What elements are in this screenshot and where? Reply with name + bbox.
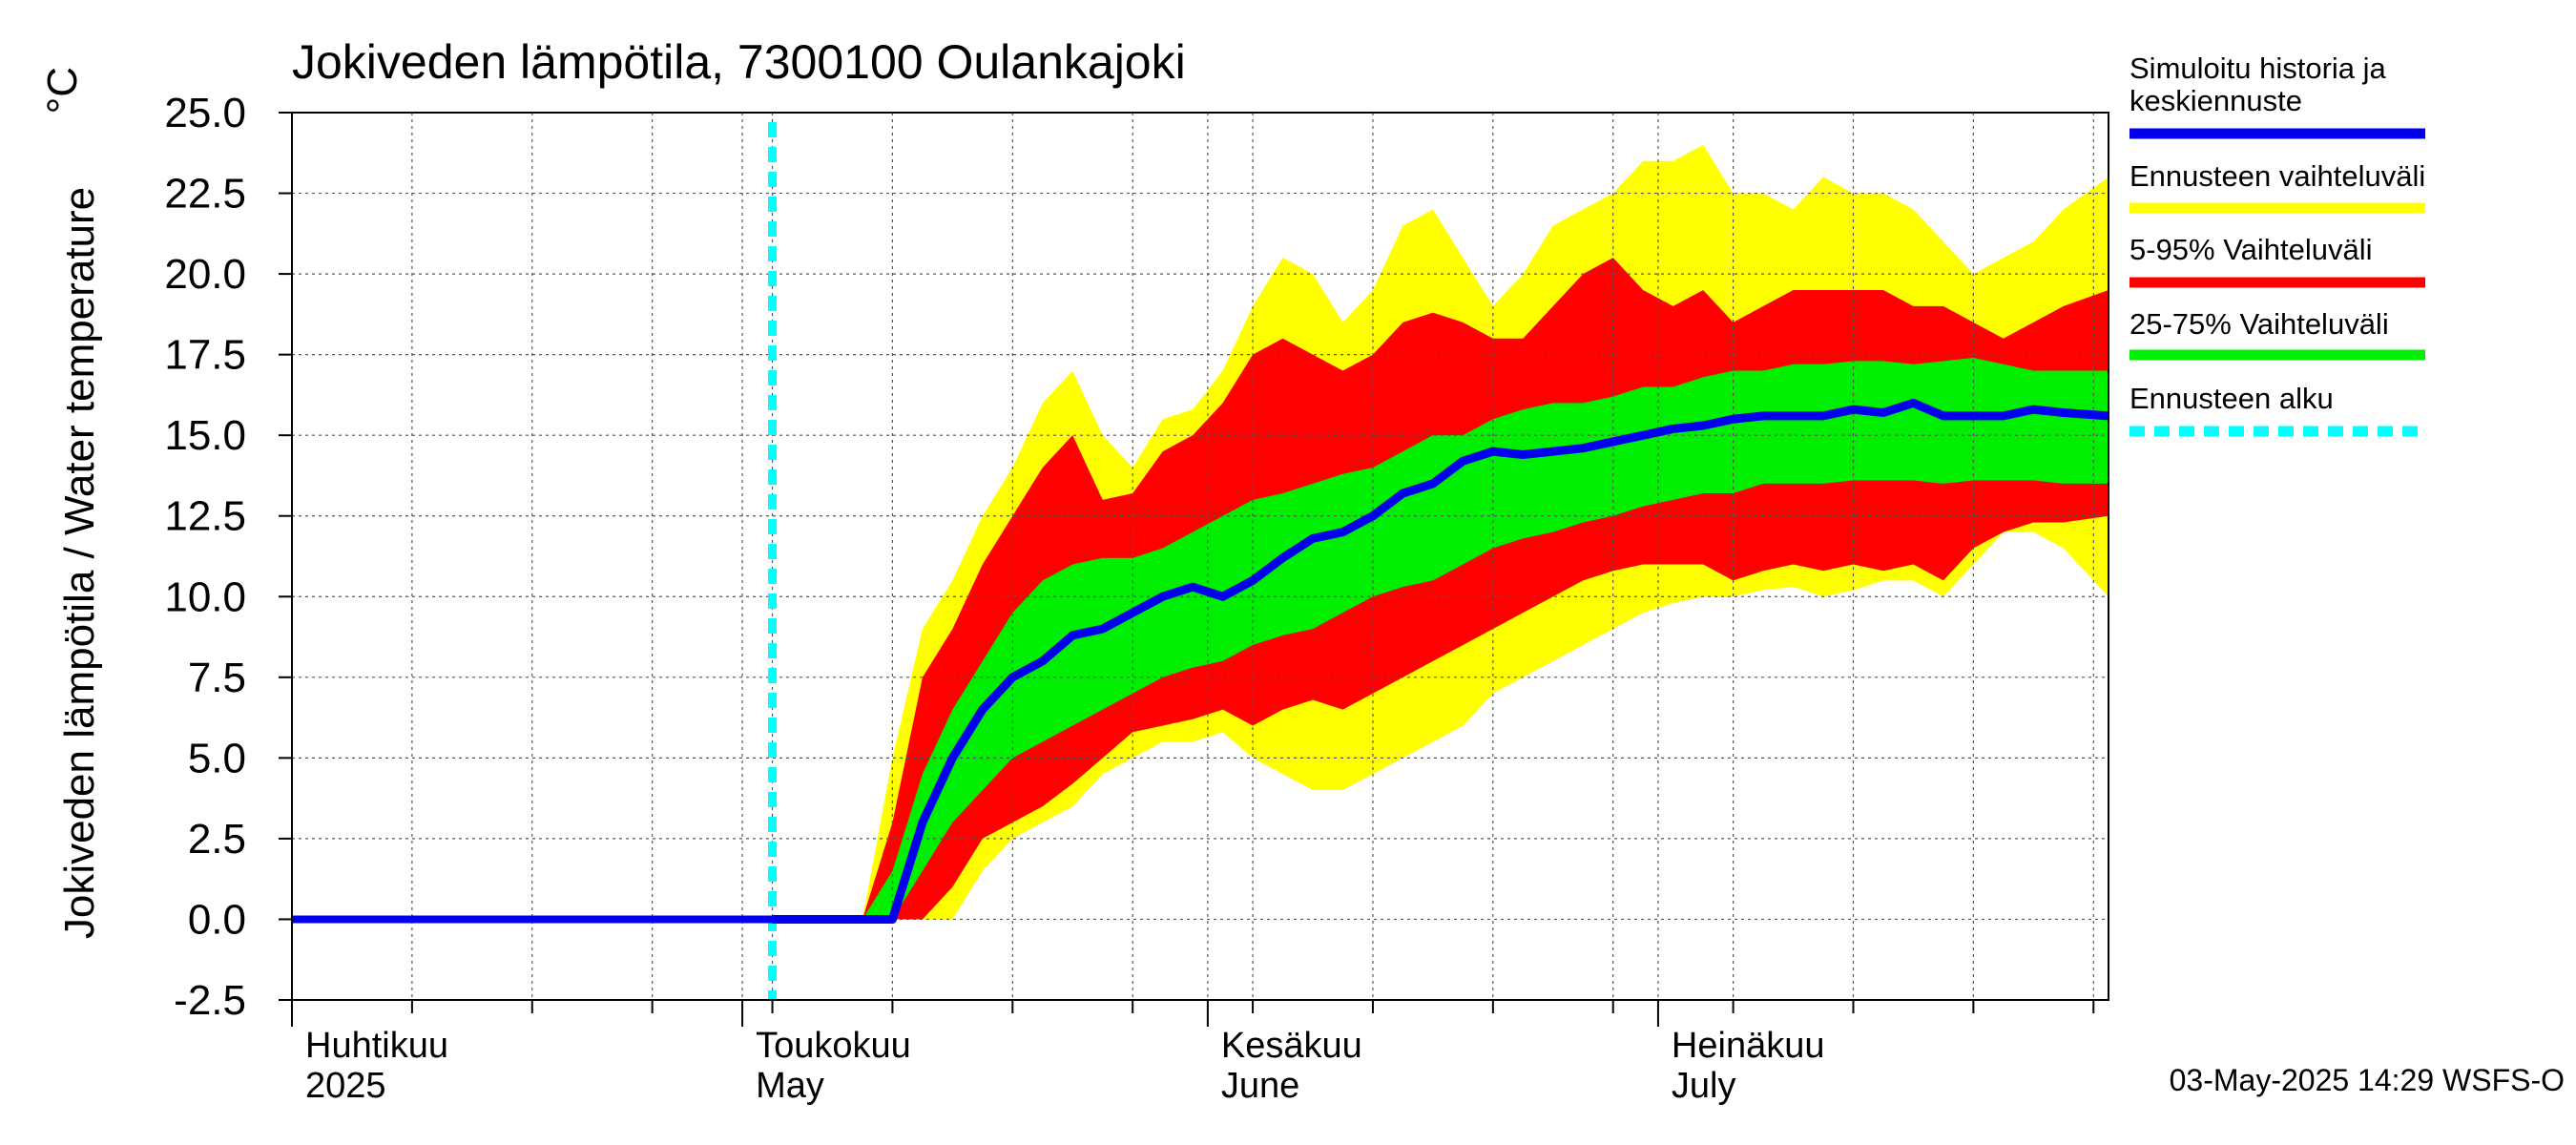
median-line	[772, 398, 2109, 924]
forecast-bands	[772, 144, 2109, 920]
y-tick-label: 17.5	[164, 332, 246, 379]
legend-label: Ennusteen alku	[2129, 382, 2334, 415]
y-tick-label: 25.0	[164, 90, 246, 136]
y-tick-label: 12.5	[164, 493, 246, 540]
legend-label: Ennusteen vaihteluväli	[2129, 159, 2425, 193]
legend-label: 5-95% Vaihteluväli	[2129, 233, 2372, 266]
series	[292, 122, 2109, 1000]
y-tick-label: 0.0	[188, 896, 246, 943]
plot-frame	[291, 112, 2109, 1001]
y-tick-label: 5.0	[188, 735, 246, 781]
x-month-sublabel: 2025	[305, 1066, 386, 1106]
y-tick-label: 22.5	[164, 171, 246, 218]
y-tick-label: 10.0	[164, 573, 246, 620]
footer-timestamp: 03-May-2025 14:29 WSFS-O	[2170, 1063, 2565, 1097]
x-month-sublabel: May	[756, 1066, 824, 1106]
x-month-label: Heinäkuu	[1672, 1026, 1825, 1066]
axes: -2.5 0.0 2.5 5.0 7.5 10.0 12.5 15.0 17.5 20.0 22.5…	[164, 90, 2109, 1106]
chart-title: Jokiveden lämpötila, 7300100 Oulankajoki	[292, 35, 1186, 89]
y-tick-label: 2.5	[188, 816, 246, 863]
y-tick-label: 7.5	[188, 655, 246, 701]
legend-label: Simuloitu historia ja	[2129, 52, 2387, 85]
y-tick-label: 20.0	[164, 251, 246, 298]
y-axis-label: Jokiveden lämpötila / Water temperature	[56, 187, 103, 939]
x-month-sublabel: June	[1221, 1066, 1299, 1106]
legend-label: keskiennuste	[2129, 84, 2302, 117]
y-tick-label: -2.5	[174, 977, 246, 1024]
x-month-label: Huhtikuu	[305, 1026, 448, 1066]
x-month-sublabel: July	[1672, 1066, 1736, 1106]
x-month-label: Kesäkuu	[1221, 1026, 1362, 1066]
x-month-label: Toukokuu	[756, 1026, 911, 1066]
y-unit: °C	[39, 67, 86, 114]
y-tick-label: 15.0	[164, 412, 246, 459]
band-5-95	[772, 258, 2109, 920]
legend-label: 25-75% Vaihteluväli	[2129, 307, 2389, 341]
